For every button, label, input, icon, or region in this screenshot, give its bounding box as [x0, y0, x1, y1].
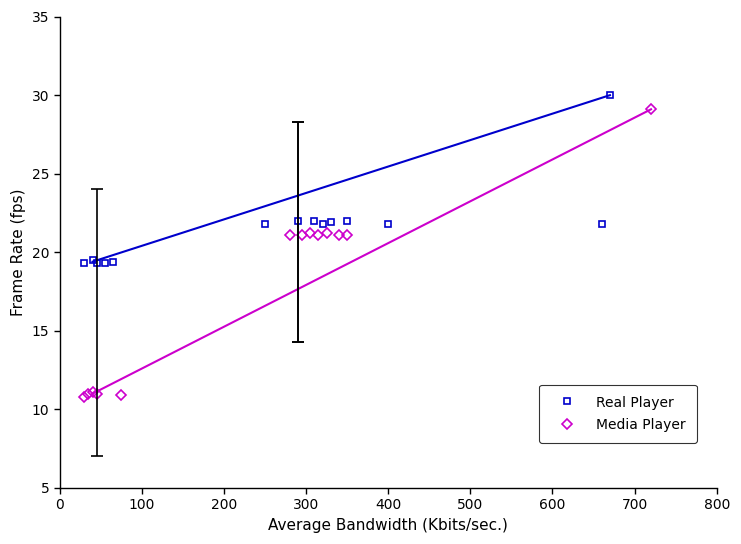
Media Player: [285, 232, 294, 238]
Real Player: [597, 221, 606, 227]
Line: Media Player: Media Player: [81, 106, 654, 400]
Real Player: [101, 260, 110, 267]
Y-axis label: Frame Rate (fps): Frame Rate (fps): [11, 189, 26, 316]
Real Player: [326, 219, 335, 226]
Media Player: [322, 230, 331, 237]
Media Player: [80, 393, 89, 400]
Real Player: [109, 258, 118, 265]
Real Player: [261, 221, 270, 227]
X-axis label: Average Bandwidth (Kbits/sec.): Average Bandwidth (Kbits/sec.): [268, 518, 508, 533]
Media Player: [647, 106, 656, 113]
Legend: Real Player, Media Player: Real Player, Media Player: [539, 385, 697, 443]
Media Player: [342, 232, 351, 238]
Real Player: [92, 260, 101, 267]
Real Player: [384, 221, 393, 227]
Real Player: [310, 218, 319, 224]
Media Player: [306, 230, 315, 237]
Real Player: [293, 218, 302, 224]
Real Player: [318, 221, 327, 227]
Line: Real Player: Real Player: [81, 92, 614, 267]
Real Player: [342, 218, 351, 224]
Media Player: [88, 389, 97, 395]
Media Player: [334, 232, 343, 238]
Real Player: [80, 260, 89, 267]
Media Player: [92, 391, 101, 397]
Media Player: [117, 392, 126, 399]
Media Player: [298, 232, 307, 238]
Real Player: [88, 257, 97, 263]
Media Player: [84, 391, 93, 397]
Media Player: [314, 232, 323, 238]
Real Player: [605, 92, 614, 98]
